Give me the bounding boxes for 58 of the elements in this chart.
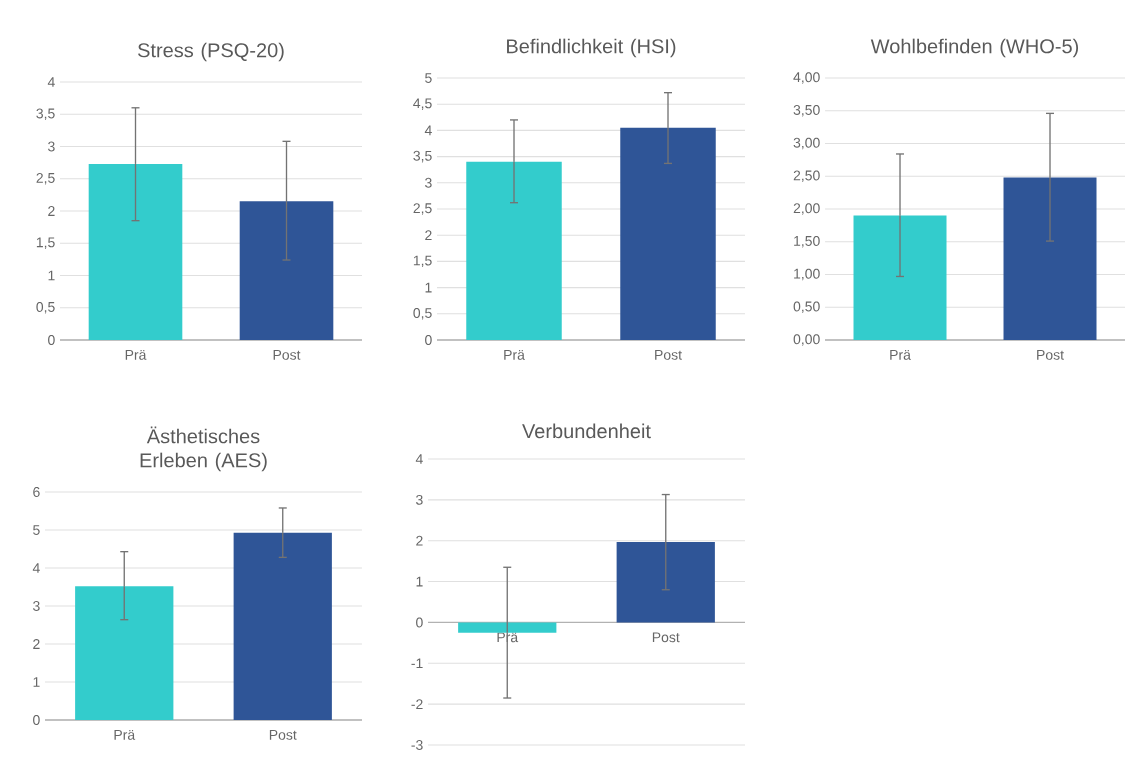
y-tick-label: 3,00 — [793, 137, 820, 150]
y-tick-label: 3 — [33, 601, 40, 611]
chart-title: Stress (PSQ-20) — [138, 42, 284, 62]
y-tick-label: -2 — [411, 699, 423, 710]
x-tick-label: Prä — [125, 350, 147, 360]
y-tick-label: 1 — [425, 282, 432, 293]
y-tick-label: 1,50 — [794, 235, 820, 248]
x-tick-label: Post — [273, 350, 301, 360]
y-tick-label: 3 — [48, 141, 55, 152]
y-tick-label: 3,5 — [413, 150, 432, 163]
y-tick-label: 2,00 — [793, 203, 820, 215]
x-tick-label: Post — [652, 632, 680, 643]
y-tick-label: 2 — [416, 535, 423, 546]
chart-title: Befindlichkeit (HSI) — [507, 38, 676, 58]
y-tick-label: 0,50 — [793, 301, 820, 314]
y-tick-label: 1 — [48, 270, 55, 281]
y-tick-label: 4 — [424, 125, 432, 136]
x-tick-label: Post — [1037, 350, 1064, 360]
x-tick-label: Post — [269, 730, 297, 740]
y-tick-label: 0,5 — [36, 301, 55, 314]
y-tick-label: 1,00 — [794, 268, 820, 281]
y-tick-label: 0 — [48, 335, 55, 345]
y-tick-label: 1,5 — [413, 255, 432, 268]
y-tick-label: 3,5 — [36, 108, 55, 121]
x-tick-label: Prä — [504, 350, 525, 360]
y-tick-label: 4 — [32, 563, 40, 573]
y-tick-label: -3 — [411, 740, 423, 750]
x-tick-label: Prä — [114, 730, 136, 740]
y-tick-label: 0 — [425, 335, 432, 345]
chart-title: Verbundenheit — [522, 423, 651, 439]
y-tick-label: 4 — [415, 454, 423, 464]
y-tick-label: 0,00 — [793, 334, 820, 346]
y-tick-label: 3,50 — [793, 104, 820, 117]
y-tick-label: 3 — [416, 494, 423, 505]
y-tick-label: 5 — [33, 525, 40, 535]
y-tick-label: 4,00 — [793, 72, 820, 84]
y-tick-label: 4 — [47, 77, 55, 87]
y-tick-label: 2,5 — [36, 172, 55, 185]
y-tick-label: 2 — [425, 230, 432, 241]
y-tick-label: 5 — [425, 73, 432, 83]
y-tick-label: 0 — [416, 617, 423, 628]
y-tick-label: 2 — [48, 206, 55, 216]
chart-title: Ästhetisches Erleben (AES) — [140, 426, 267, 472]
y-tick-label: -1 — [411, 658, 423, 669]
y-tick-label: 6 — [33, 487, 40, 497]
x-tick-label: Post — [655, 350, 682, 360]
y-tick-label: 2,50 — [793, 170, 820, 183]
y-tick-label: 2 — [33, 639, 40, 649]
y-tick-label: 0 — [33, 715, 40, 725]
y-tick-label: 3 — [425, 177, 432, 188]
y-tick-label: 0,5 — [413, 308, 432, 320]
chart-title: Wohlbefinden (WHO-5) — [870, 38, 1079, 58]
y-tick-label: 1 — [33, 677, 40, 687]
y-tick-label: 1,5 — [36, 237, 55, 249]
x-tick-label: Prä — [890, 350, 911, 360]
y-tick-label: 4,5 — [413, 98, 432, 110]
y-tick-label: 1 — [416, 576, 423, 587]
y-tick-label: 2,5 — [413, 203, 432, 215]
